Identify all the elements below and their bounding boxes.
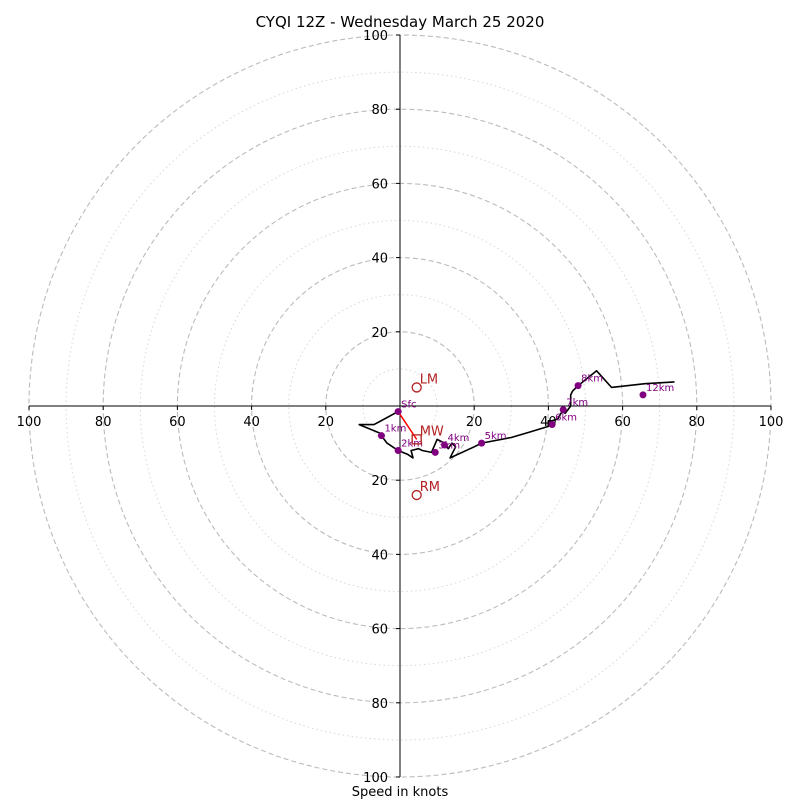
height-marker-label: 12km	[646, 383, 674, 394]
height-marker-dot	[639, 391, 647, 399]
storm-motion-marker	[411, 382, 422, 393]
height-marker-label: 5km	[485, 431, 507, 442]
y-tick-label: 60	[371, 177, 388, 192]
storm-motion-label: LM	[420, 372, 438, 387]
y-tick-label: 40	[371, 548, 388, 563]
height-marker-dot	[548, 421, 556, 429]
x-tick-label: 40	[243, 415, 260, 430]
y-tick-label: 100	[363, 771, 388, 786]
y-tick-label: 60	[371, 623, 388, 638]
x-tick-label: 80	[95, 415, 112, 430]
height-marker-label: 8km	[581, 374, 603, 385]
y-tick-label: 20	[371, 474, 388, 489]
x-tick-label: 100	[759, 415, 784, 430]
x-tick-label: 20	[466, 415, 483, 430]
height-marker-label: 4km	[448, 433, 470, 444]
height-marker-dot	[394, 447, 402, 455]
x-tick-label: 60	[169, 415, 186, 430]
y-tick-label: 80	[371, 697, 388, 712]
height-marker-label: 1km	[384, 424, 406, 435]
y-tick-label: 40	[371, 252, 388, 267]
y-tick-label: 100	[363, 29, 388, 44]
height-marker-dot	[559, 406, 567, 414]
y-tick-label: 80	[371, 103, 388, 118]
storm-motion-markers: LM MW RM	[411, 372, 444, 501]
storm-motion-label: MW	[420, 424, 444, 439]
height-marker-dot	[574, 382, 582, 390]
storm-motion-label: RM	[420, 480, 440, 495]
height-marker-dot	[431, 448, 439, 456]
x-tick-label: 20	[318, 415, 335, 430]
height-marker-label: 3km	[438, 440, 460, 451]
height-marker-label: Sfc	[401, 400, 416, 411]
height-marker-dot	[377, 432, 385, 440]
height-marker-label: 7km	[566, 398, 588, 409]
height-marker-label: 6km	[555, 413, 577, 424]
y-tick-label: 20	[371, 326, 388, 341]
tick-labels: 100 80 60 40 20 20 40 60 80 100100806040202040608…	[17, 29, 784, 786]
axes	[29, 35, 771, 777]
x-tick-label: 100	[17, 415, 42, 430]
storm-motion-marker	[411, 489, 422, 501]
x-tick-label: 60	[614, 415, 631, 430]
height-marker-dot	[441, 441, 449, 449]
x-tick-label: 80	[689, 415, 706, 430]
height-marker-dot	[394, 408, 402, 416]
height-marker-dot	[478, 439, 486, 447]
storm-motion-marker	[411, 434, 422, 445]
chart-title: CYQI 12Z - Wednesday March 25 2020	[256, 13, 545, 31]
x-axis-label: Speed in knots	[352, 785, 449, 800]
